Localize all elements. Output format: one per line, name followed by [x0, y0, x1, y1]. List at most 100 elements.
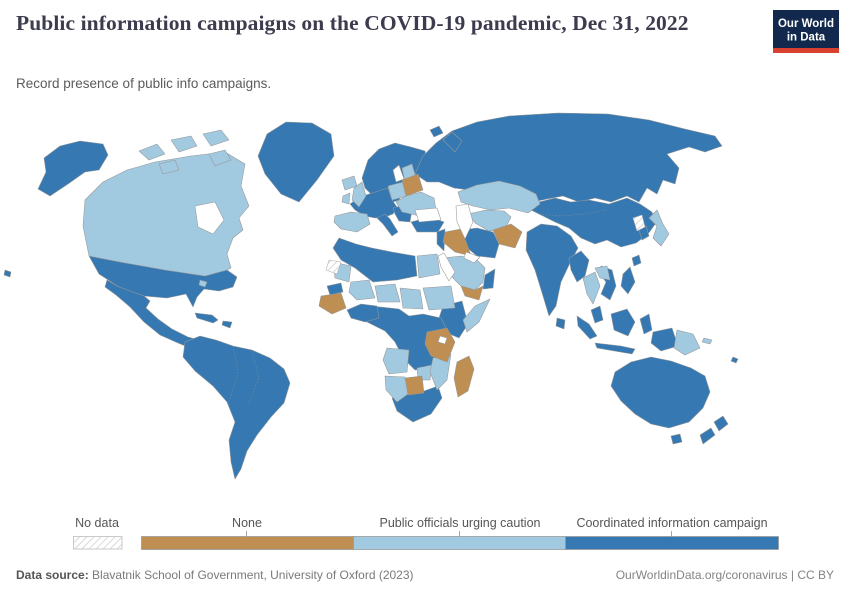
persian-gulf	[464, 252, 480, 263]
country-arctic-island-4[interactable]	[159, 160, 179, 174]
country-philippines[interactable]	[621, 267, 635, 294]
legend-label-none[interactable]: None	[232, 516, 262, 530]
country-arctic-island-3[interactable]	[203, 130, 229, 146]
country-western-sahara[interactable]	[326, 260, 341, 274]
country-arctic-island-1[interactable]	[139, 144, 165, 160]
data-source-label: Data source:	[16, 568, 89, 582]
country-levant[interactable]	[437, 229, 445, 251]
country-sumatra[interactable]	[577, 316, 597, 339]
legend-label-no-data: No data	[75, 516, 119, 530]
country-fiji[interactable]	[731, 357, 738, 363]
regions-coordinated-information-campaign	[4, 113, 738, 479]
country-somalia[interactable]	[463, 299, 490, 332]
country-cuba[interactable]	[195, 313, 218, 323]
country-new-zealand-south[interactable]	[700, 428, 715, 444]
country-hispaniola[interactable]	[222, 321, 232, 328]
legend-swatch-none[interactable]	[141, 536, 354, 550]
country-niger[interactable]	[375, 284, 400, 302]
country-japan[interactable]	[649, 210, 669, 246]
country-north-africa[interactable]	[333, 238, 417, 282]
owid-logo-red-bar	[773, 48, 839, 53]
country-tanzania[interactable]	[425, 328, 455, 362]
world-map	[0, 110, 850, 510]
country-italy[interactable]	[377, 214, 398, 236]
country-india[interactable]	[526, 224, 578, 316]
owid-logo[interactable]: Our World in Data	[773, 10, 839, 53]
legend-no-data-swatch[interactable]	[73, 536, 123, 550]
country-sri-lanka[interactable]	[556, 318, 565, 329]
country-egypt[interactable]	[417, 254, 440, 278]
country-svalbard[interactable]	[430, 126, 443, 137]
country-novaya-zemlya[interactable]	[443, 132, 462, 152]
country-north-korea[interactable]	[633, 215, 645, 231]
legend-swatch-caution[interactable]	[353, 536, 566, 550]
owid-logo-text-line1: Our World	[778, 18, 834, 30]
country-canada[interactable]	[83, 152, 249, 276]
country-iberia[interactable]	[334, 212, 370, 232]
country-hawaii[interactable]	[4, 270, 11, 277]
regions-no-data	[326, 215, 645, 274]
chart-subtitle: Record presence of public info campaigns…	[16, 76, 272, 91]
country-sulawesi[interactable]	[640, 314, 652, 334]
country-united-kingdom[interactable]	[352, 182, 366, 207]
country-chad[interactable]	[400, 288, 423, 309]
owid-logo-background	[773, 10, 839, 48]
country-botswana[interactable]	[405, 376, 424, 395]
country-namibia[interactable]	[385, 376, 408, 402]
country-belarus[interactable]	[402, 174, 423, 196]
country-thailand[interactable]	[583, 272, 600, 304]
country-malaysia[interactable]	[591, 306, 603, 323]
country-bahamas[interactable]	[199, 280, 207, 287]
country-java[interactable]	[595, 343, 635, 354]
country-angola[interactable]	[383, 348, 409, 374]
country-senegal[interactable]	[327, 283, 343, 295]
country-kazakhstan[interactable]	[458, 181, 540, 213]
country-guinea[interactable]	[319, 293, 346, 314]
data-source-text: Blavatnik School of Government, Universi…	[92, 568, 414, 582]
country-arctic-island-2[interactable]	[171, 136, 197, 152]
legend-category-bar	[141, 536, 779, 550]
legend-label-coordinated[interactable]: Coordinated information campaign	[576, 516, 768, 530]
country-taiwan[interactable]	[632, 255, 641, 266]
country-solomon-islands[interactable]	[702, 338, 712, 344]
country-alaska[interactable]	[38, 141, 108, 196]
country-russia[interactable]	[415, 113, 722, 202]
hudson-bay	[195, 202, 224, 234]
baltic-sea	[393, 165, 404, 182]
country-oman-uae[interactable]	[483, 269, 495, 289]
country-arctic-island-5[interactable]	[209, 150, 231, 166]
red-sea	[438, 253, 455, 281]
country-central-asia[interactable]	[468, 210, 511, 231]
country-papua-new-guinea[interactable]	[674, 330, 700, 355]
caspian-sea	[456, 204, 473, 239]
page-title: Public information campaigns on the COVI…	[16, 11, 689, 35]
country-ireland[interactable]	[342, 193, 350, 204]
country-sudan[interactable]	[423, 286, 455, 310]
country-west-new-guinea[interactable]	[651, 328, 678, 351]
black-sea	[415, 208, 441, 222]
country-greenland[interactable]	[258, 122, 334, 202]
country-tasmania[interactable]	[671, 434, 682, 444]
country-myanmar[interactable]	[569, 251, 589, 282]
country-australia[interactable]	[611, 357, 710, 428]
country-borneo[interactable]	[611, 309, 635, 336]
regions-none	[319, 174, 522, 397]
owid-logo-text-line2: in Data	[787, 32, 826, 44]
country-yemen[interactable]	[461, 286, 483, 300]
country-afghanistan[interactable]	[493, 224, 522, 248]
water-bodies	[195, 165, 480, 344]
country-west-africa-coast[interactable]	[347, 304, 379, 322]
interior-borders	[229, 210, 606, 404]
legend-label-caution[interactable]: Public officials urging caution	[379, 516, 541, 530]
country-mali[interactable]	[349, 280, 375, 300]
owid-url-license[interactable]: OurWorldinData.org/coronavirus | CC BY	[615, 568, 834, 582]
country-south-america[interactable]	[183, 336, 290, 479]
country-madagascar[interactable]	[454, 356, 474, 397]
data-source: Data source: Blavatnik School of Governm…	[16, 568, 414, 582]
lake-victoria	[438, 336, 447, 344]
country-laos[interactable]	[595, 266, 610, 280]
country-new-zealand-north[interactable]	[714, 416, 728, 431]
map-legend: No data None Public officials urging cau…	[0, 514, 850, 554]
legend-swatch-coordinated[interactable]	[565, 536, 779, 550]
